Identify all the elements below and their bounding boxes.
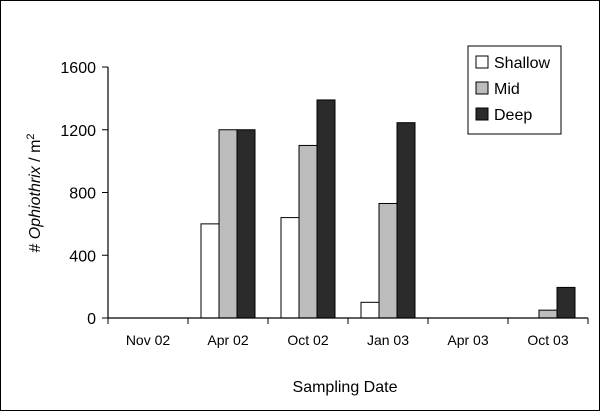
bars-group — [200, 99, 576, 319]
x-tick-label: Apr 03 — [447, 332, 488, 348]
legend-swatch-shallow — [475, 55, 489, 69]
y-axis-title-suffix: / m — [27, 140, 44, 167]
x-labels-group: Nov 02 Apr 02 Oct 02 Jan 03 Apr 03 Oct 03 — [126, 332, 569, 348]
x-axis-title: Sampling Date — [293, 379, 398, 396]
bar-mid-3 — [378, 202, 398, 319]
y-axis-title-superscript: 2 — [25, 133, 37, 139]
bar-mid-2 — [298, 144, 318, 319]
y-tick-label: 800 — [69, 186, 96, 203]
bar-shallow-2 — [280, 217, 300, 319]
legend-swatch-mid — [475, 81, 489, 95]
bar-deep-5 — [556, 286, 576, 319]
x-tick-label: Oct 03 — [527, 332, 568, 348]
bar-shallow-3 — [360, 301, 380, 319]
bar-deep-2 — [316, 99, 336, 319]
y-tick-label: 0 — [87, 311, 96, 328]
legend-label-shallow: Shallow — [494, 55, 550, 72]
y-tick-label: 1200 — [60, 123, 96, 140]
x-tick-label: Oct 02 — [287, 332, 328, 348]
y-axis-title: # Ophiothrix / m2 — [25, 133, 44, 252]
bar-deep-3 — [396, 122, 416, 319]
y-tick-label: 1600 — [60, 60, 96, 77]
y-ticks-group: 0 400 800 1200 1600 — [60, 60, 108, 328]
legend-label-mid: Mid — [494, 81, 520, 98]
y-tick-label: 400 — [69, 248, 96, 265]
x-tick-label: Jan 03 — [367, 332, 409, 348]
bar-deep-1 — [236, 129, 256, 319]
legend-swatch-deep — [475, 107, 489, 121]
legend-label-deep: Deep — [494, 107, 532, 124]
x-tick-label: Nov 02 — [126, 332, 171, 348]
bar-shallow-1 — [200, 223, 220, 319]
legend: Shallow Mid Deep — [467, 45, 562, 135]
y-axis-title-italic: Ophiothrix — [27, 165, 44, 239]
x-tick-label: Apr 02 — [207, 332, 248, 348]
bar-mid-1 — [218, 129, 238, 319]
y-axis-title-prefix: # — [27, 239, 44, 252]
bar-mid-5 — [538, 309, 558, 319]
